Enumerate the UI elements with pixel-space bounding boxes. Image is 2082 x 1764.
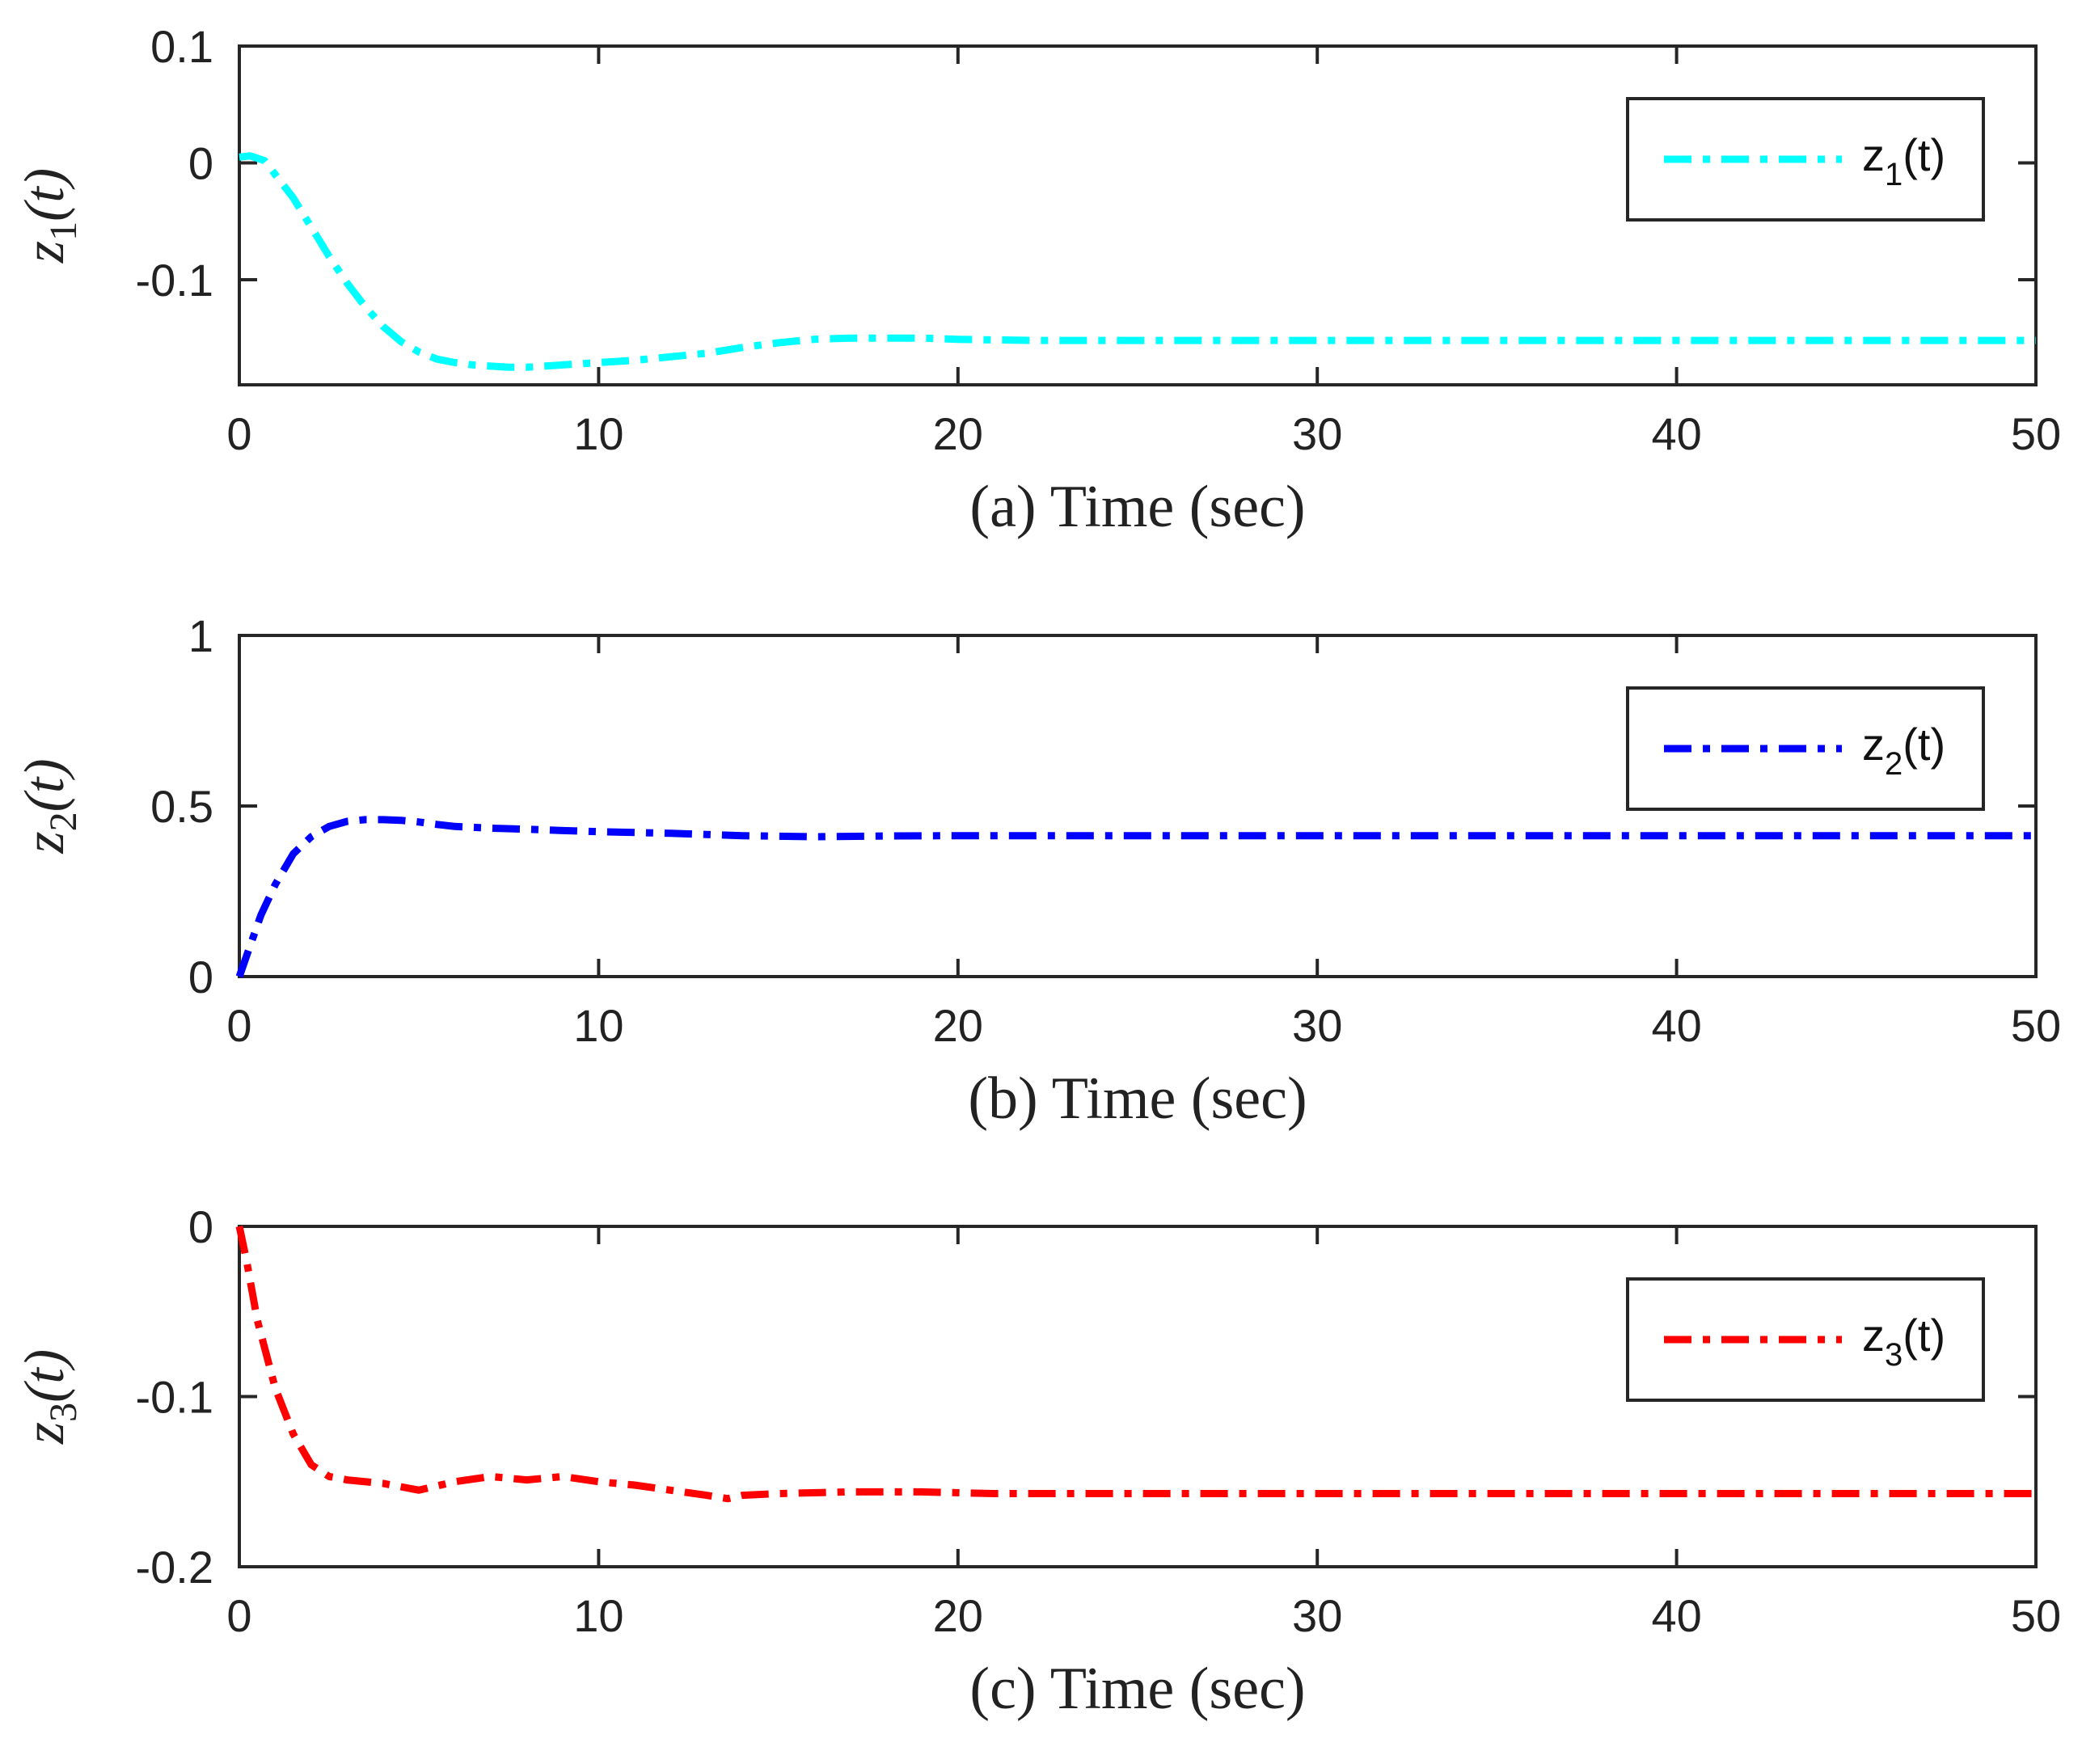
panel-c-xtick-label: 0 <box>226 1590 251 1641</box>
panel-a-ytick-label: 0.1 <box>150 21 213 72</box>
panel-c-x-axis-label: (c) Time (sec) <box>969 1656 1305 1722</box>
panel-b-xtick-label: 0 <box>226 1000 251 1051</box>
panel-b-xtick-label: 10 <box>573 1000 623 1051</box>
panel-a-legend: z1(t) <box>1626 97 1985 222</box>
panel-b-xtick-label: 30 <box>1292 1000 1342 1051</box>
panel-a: 0 10 20 30 40 50 -0.1 0 0.1 (a) Time (sec) z1(t) z1… <box>14 21 2061 540</box>
panel-a-legend-label: z1(t) <box>1862 129 1945 192</box>
panel-c-xtick-label: 30 <box>1292 1590 1342 1641</box>
panel-a-xtick-label: 0 <box>226 408 251 459</box>
panel-b-legend-label: z2(t) <box>1862 719 1945 782</box>
panel-a-y-axis-label: z1(t) <box>14 168 85 264</box>
panel-a-x-axis-label: (a) Time (sec) <box>969 474 1305 540</box>
panel-b-ytick-label: 0 <box>188 952 213 1002</box>
panel-c-ytick-label: -0.2 <box>136 1542 214 1593</box>
panel-a-axes-box <box>238 44 2038 386</box>
panel-b-ytick-label: 0.5 <box>150 781 213 832</box>
panel-a-ytick-label: 0 <box>188 137 213 188</box>
panel-a-xtick-label: 20 <box>933 408 983 459</box>
panel-c-xtick-label: 10 <box>573 1590 623 1641</box>
panel-c: 0 10 20 30 40 50 -0.2 -0.1 0 (c) Time (sec) z3(t) z… <box>14 1201 2061 1722</box>
panel-a-xtick-label: 40 <box>1651 408 1701 459</box>
panel-b-x-axis-label: (b) Time (sec) <box>968 1066 1307 1132</box>
panel-b-series-line <box>235 816 2036 978</box>
panel-c-xtick-label: 50 <box>2011 1590 2061 1641</box>
panel-c-series-line <box>235 1226 2036 1503</box>
panel-b-xtick-label: 40 <box>1651 1000 1701 1051</box>
panel-c-legend: z3(t) <box>1626 1277 1985 1402</box>
panel-b-ytick-label: 1 <box>188 610 213 661</box>
panel-b-legend: z2(t) <box>1626 686 1985 811</box>
panel-b-y-axis-label: z2(t) <box>14 758 85 854</box>
panel-c-xtick-label: 40 <box>1651 1590 1701 1641</box>
panel-a-xtick-label: 30 <box>1292 408 1342 459</box>
panel-a-series-line <box>239 152 2036 371</box>
panel-a-xtick-label: 10 <box>573 408 623 459</box>
panel-b-xtick-label: 20 <box>933 1000 983 1051</box>
panel-b-xtick-label: 50 <box>2011 1000 2061 1051</box>
panel-a-xtick-label: 50 <box>2011 408 2061 459</box>
panel-c-ytick-label: -0.1 <box>136 1372 214 1423</box>
panel-c-y-axis-label: z3(t) <box>14 1349 85 1445</box>
panel-b: 0 10 20 30 40 50 0 0.5 1 (b) Time (sec) z2(t) z2(t) <box>14 610 2061 1132</box>
panel-c-ytick-label: 0 <box>188 1201 213 1252</box>
panel-a-ytick-label: -0.1 <box>136 255 214 306</box>
panel-c-xtick-label: 20 <box>933 1590 983 1641</box>
panel-c-legend-label: z3(t) <box>1862 1310 1945 1373</box>
